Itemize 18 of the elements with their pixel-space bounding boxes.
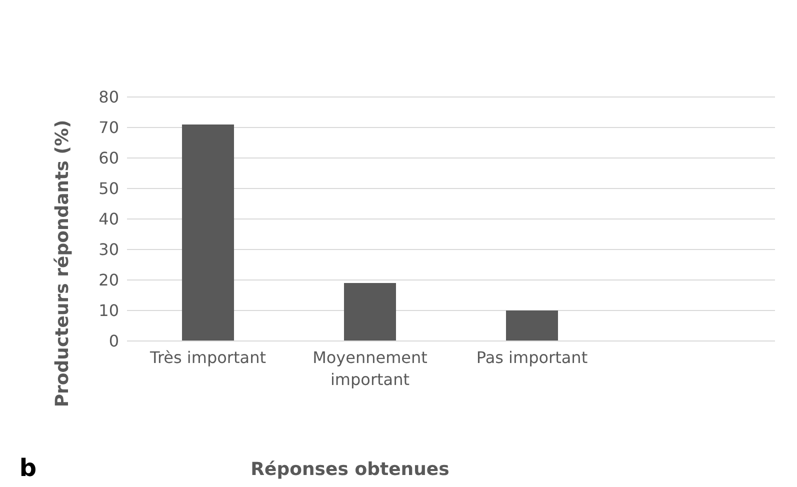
y-tick-label: 40	[98, 210, 119, 229]
bar	[344, 283, 396, 341]
y-tick-label: 10	[98, 301, 119, 320]
y-axis-title: Producteurs répondants (%)	[52, 120, 73, 408]
text: b	[19, 454, 37, 482]
y-tick-label: 60	[98, 148, 119, 168]
x-tick-label: Moyennement important	[312, 348, 428, 389]
y-tick-label: 70	[98, 118, 119, 138]
x-tick-label: Pas important	[476, 348, 588, 367]
y-tick-label: 80	[98, 88, 119, 107]
y-tick-label: 0	[108, 332, 119, 351]
x-tick-label: Très important	[149, 348, 266, 367]
bar	[182, 124, 234, 341]
y-tick-label: 50	[98, 179, 119, 198]
y-tick-label: 30	[98, 240, 119, 260]
y-tick-label: 20	[98, 270, 119, 290]
bar	[506, 310, 558, 341]
x-axis-title: Réponses obtenues	[250, 459, 450, 480]
